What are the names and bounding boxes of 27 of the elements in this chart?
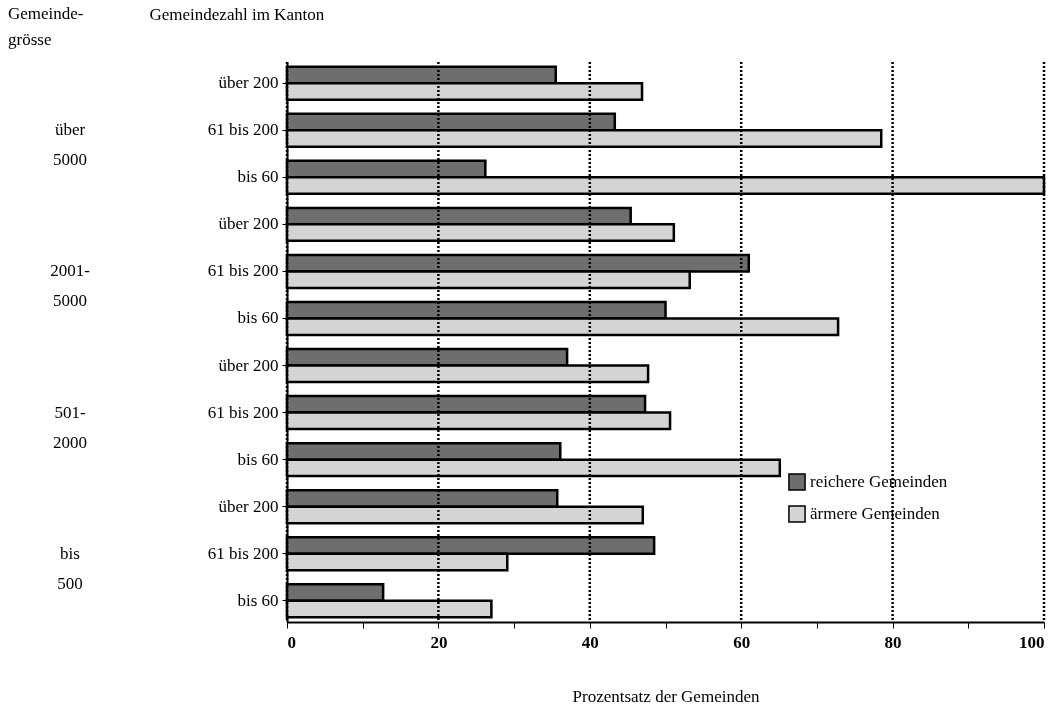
x-tick-label: 40 [581,632,599,652]
y-tick-label: über 200 [218,73,279,93]
y-tick-label: bis 60 [237,308,279,328]
y-axis-title: Gemeindezahl im Kanton [149,4,325,24]
x-tick-label: 100 [1019,632,1045,652]
legend-label: reichere Gemeinden [810,472,948,491]
text: 2001- 5000 [50,261,91,311]
y-tick-label: 61 bis 200 [207,402,279,422]
text: über 5000 [53,120,87,170]
x-tick-label: 20 [430,632,448,652]
y-tick-label: 61 bis 200 [207,543,279,563]
y-tick-label: über 200 [218,496,279,516]
text: bis 500 [57,543,83,593]
x-tick-label: 0 [287,632,296,652]
y-tick-label: bis 60 [237,449,279,469]
y-tick-label: bis 60 [237,167,279,187]
y-tick-label: 61 bis 200 [207,261,279,281]
y-tick-label: 61 bis 200 [207,120,279,140]
x-tick-label: 80 [884,632,902,652]
text: 501- 2000 [53,402,87,452]
legend-label: ärmere Gemeinden [810,504,941,523]
x-axis-title: Prozentsatz der Gemeinden [572,686,760,706]
y-tick-label: bis 60 [237,590,279,610]
text: Gemeinde- grösse [8,4,84,49]
y-tick-label: über 200 [218,355,279,375]
x-tick-label: 60 [733,632,751,652]
y-tick-label: über 200 [218,214,279,234]
